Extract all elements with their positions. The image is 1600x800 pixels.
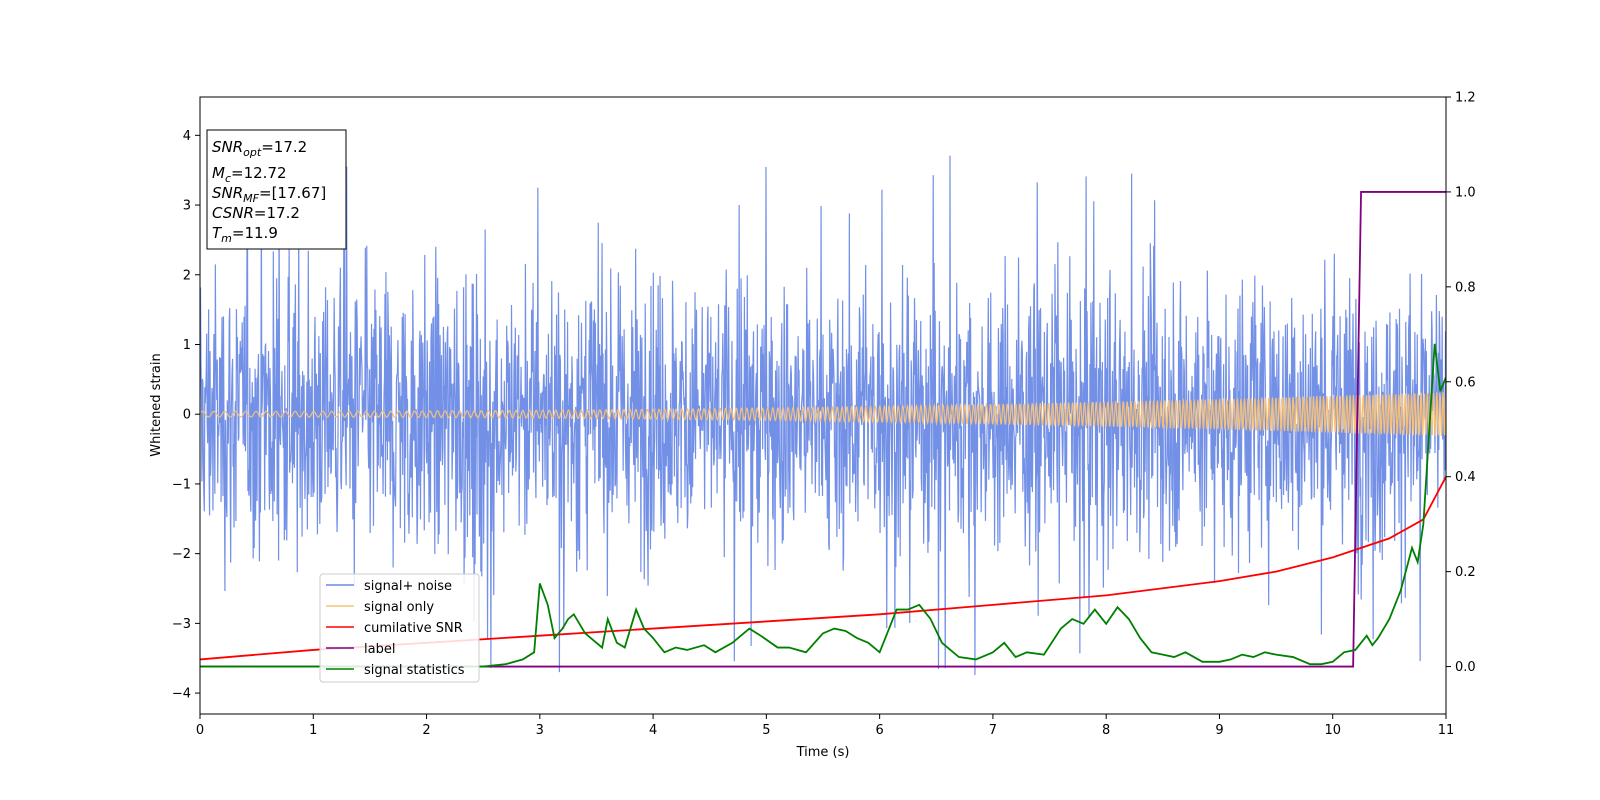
x-tick-label: 3 [536,723,544,738]
y-right-tick-label: 0.2 [1455,565,1476,580]
x-axis: 0 1 2 3 4 5 6 7 8 9 10 11 [196,714,1454,738]
info-snr-mf: SNRMF=[17.67] [212,184,326,205]
plot-frame [199,96,1447,715]
info-csnr: CSNR=17.2 [212,204,300,222]
x-tick-label: 1 [309,723,317,738]
y-left-tick-label: 2 [183,268,191,283]
y-left-tick-label: −3 [172,617,191,632]
y-left-tick-label: −2 [172,547,191,562]
x-tick-label: 7 [989,723,997,738]
y-axis-right: 0.0 0.2 0.4 0.6 0.8 1.0 1.2 [1446,91,1476,675]
y-left-tick-label: −1 [172,477,191,492]
legend-label-signal-statistics: signal statistics [364,663,465,678]
x-tick-label: 10 [1324,723,1341,738]
y-right-tick-label: 1.0 [1455,185,1476,200]
y-left-tick-label: 3 [183,199,191,214]
y-left-tick-label: 0 [183,408,191,423]
info-snr-opt: SNRopt=17.2 [212,138,307,159]
legend-label-signal-only: signal only [364,600,434,615]
y-left-tick-label: 4 [183,129,191,144]
y-axis-left: −4 −3 −2 −1 0 1 2 3 4 [172,129,200,702]
y-axis-title: Whitened strain [149,353,164,456]
series-signal-statistics [200,343,1446,668]
y-left-tick-label: −4 [172,687,191,702]
legend-frame [319,573,480,683]
y-right-tick-label: 0.0 [1455,660,1476,675]
x-tick-label: 0 [196,723,204,738]
x-tick-label: 5 [762,723,770,738]
y-right-tick-label: 0.6 [1455,375,1476,390]
info-box: SNRopt=17.2 Mc=12.72 SNRMF=[17.67] CSNR=… [206,129,347,250]
series-signal-only [200,392,1446,437]
x-tick-label: 4 [649,723,657,738]
info-mc: Mc=12.72 [212,164,287,185]
legend-label-label: label [364,642,395,657]
y-left-tick-label: 1 [183,338,191,353]
y-right-tick-label: 1.2 [1455,91,1476,106]
series-signal-noise [200,155,1446,676]
info-tm: Tm=11.9 [212,224,278,245]
x-axis-title: Time (s) [796,745,850,760]
legend-label-cumulative-snr: cumilative SNR [364,621,463,636]
legend-label-signal-noise: signal+ noise [364,579,452,594]
x-tick-label: 6 [875,723,883,738]
legend: signal+ noise signal only cumilative SNR… [319,573,480,683]
y-right-tick-label: 0.4 [1455,470,1476,485]
x-tick-label: 8 [1102,723,1110,738]
info-box-frame [206,129,347,250]
series-label [200,191,1446,668]
x-tick-label: 2 [422,723,430,738]
x-tick-label: 11 [1438,723,1455,738]
x-tick-label: 9 [1215,723,1223,738]
y-right-tick-label: 0.8 [1455,280,1476,295]
